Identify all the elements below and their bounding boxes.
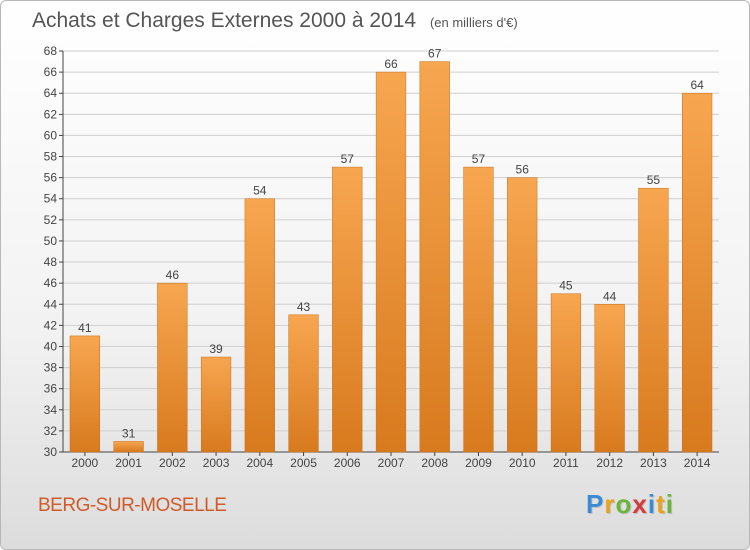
bar-value-label: 57 [341, 152, 355, 166]
bar [638, 187, 669, 453]
bar [288, 314, 319, 453]
bar-value-label: 66 [384, 57, 398, 71]
y-tick-label: 32 [44, 424, 58, 438]
chart-title: Achats et Charges Externes 2000 à 2014 (… [32, 9, 518, 33]
x-tick-label: 2000 [72, 456, 99, 470]
logo-letter: i [647, 489, 657, 519]
x-tick-label: 2012 [596, 456, 623, 470]
bar-value-label: 56 [516, 163, 530, 177]
bars [69, 61, 713, 453]
bar [594, 304, 625, 453]
bar [200, 356, 232, 453]
x-tick-label: 2014 [684, 456, 711, 470]
logo-letter: t [656, 489, 666, 519]
x-tick-label: 2013 [640, 456, 667, 470]
y-tick-label: 54 [44, 192, 58, 206]
labels: 30 32 34 36 38 40 42 44 46 48 50 52 54 56 58 60 62 64 66 68… [44, 44, 711, 470]
bar [463, 166, 494, 453]
x-tick-label: 2010 [509, 456, 536, 470]
y-tick-label: 66 [44, 65, 58, 79]
bar [682, 92, 713, 453]
y-tick-label: 44 [44, 297, 58, 311]
bar [550, 293, 582, 453]
y-tick-label: 52 [44, 213, 58, 227]
logo-letter: o [615, 489, 633, 519]
bar-value-label: 64 [690, 78, 704, 92]
y-tick-label: 34 [44, 403, 58, 417]
bar [157, 282, 188, 453]
x-tick-label: 2004 [246, 456, 273, 470]
x-tick-label: 2011 [553, 456, 579, 470]
bar-value-label: 44 [603, 289, 617, 303]
bar-value-label: 43 [297, 300, 311, 314]
y-tick-label: 62 [44, 107, 58, 121]
logo-letter: i [665, 489, 674, 519]
logo-letter: P [586, 489, 605, 519]
y-tick-label: 42 [44, 318, 58, 332]
x-tick-label: 2006 [334, 456, 361, 470]
x-tick-label: 2003 [203, 456, 230, 470]
chart-title-text: Achats et Charges Externes 2000 à 2014 [32, 9, 417, 32]
x-tick-label: 2008 [421, 456, 448, 470]
bar-value-label: 39 [209, 342, 223, 356]
y-tick-label: 48 [44, 255, 58, 269]
y-tick-label: 40 [44, 339, 58, 353]
x-tick-label: 2009 [465, 456, 492, 470]
proxiti-logo: Proxiti [586, 489, 674, 520]
x-tick-label: 2005 [290, 456, 317, 470]
logo-letter: x [632, 489, 648, 519]
bar-value-label: 41 [78, 321, 92, 335]
bar-value-label: 54 [253, 184, 267, 198]
bar [69, 335, 100, 453]
bar-value-label: 31 [122, 426, 136, 440]
bar-value-label: 57 [472, 152, 486, 166]
y-tick-label: 60 [44, 128, 58, 142]
bar-value-label: 67 [428, 47, 442, 61]
y-tick-label: 50 [44, 234, 58, 248]
logo-letter: r [604, 489, 616, 519]
y-tick-label: 58 [44, 150, 58, 164]
y-tick-label: 30 [44, 445, 58, 459]
bar [244, 198, 275, 453]
y-tick-label: 38 [44, 361, 58, 375]
location-name: BERG-SUR-MOSELLE [38, 495, 227, 516]
y-tick-label: 68 [44, 44, 58, 58]
bar [332, 166, 363, 453]
bar-value-label: 55 [647, 173, 661, 187]
chart-subtitle: (en milliers d'€) [429, 15, 518, 30]
y-tick-label: 56 [44, 171, 58, 185]
bar-value-label: 46 [166, 268, 180, 282]
bar [375, 71, 407, 453]
bar [419, 61, 450, 453]
y-tick-label: 36 [44, 382, 58, 396]
x-tick-label: 2001 [115, 456, 142, 470]
x-tick-label: 2007 [378, 456, 405, 470]
bar [113, 441, 144, 453]
y-tick-label: 64 [44, 86, 58, 100]
bar-value-label: 45 [559, 279, 573, 293]
y-tick-label: 46 [44, 276, 58, 290]
x-tick-label: 2002 [159, 456, 186, 470]
bar [507, 177, 538, 453]
